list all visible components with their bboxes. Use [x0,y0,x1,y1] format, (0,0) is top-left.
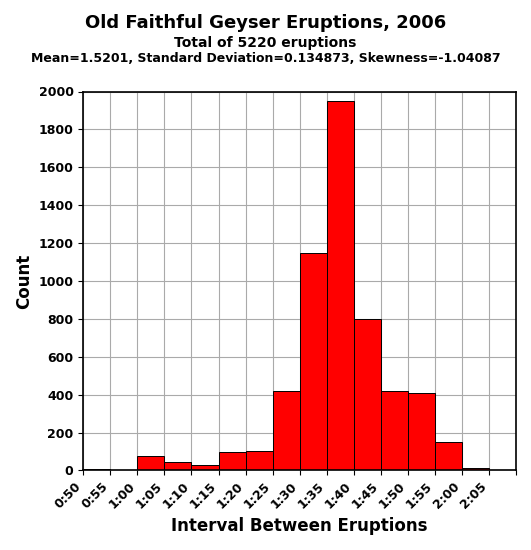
Bar [462,468,489,470]
Bar [245,450,272,470]
Y-axis label: Count: Count [15,254,33,309]
Bar [381,391,408,470]
Bar [408,393,435,470]
Bar [165,462,192,470]
Bar [299,252,327,470]
Bar [327,101,354,470]
Bar [435,442,462,470]
Bar [218,453,245,470]
Bar [272,391,299,470]
Text: Mean=1.5201, Standard Deviation=0.134873, Skewness=-1.04087: Mean=1.5201, Standard Deviation=0.134873… [31,52,500,65]
Bar [138,456,165,470]
X-axis label: Interval Between Eruptions: Interval Between Eruptions [172,517,428,535]
Text: Old Faithful Geyser Eruptions, 2006: Old Faithful Geyser Eruptions, 2006 [85,14,446,32]
Bar [354,319,381,470]
Bar [192,465,218,470]
Text: Total of 5220 eruptions: Total of 5220 eruptions [174,36,357,50]
